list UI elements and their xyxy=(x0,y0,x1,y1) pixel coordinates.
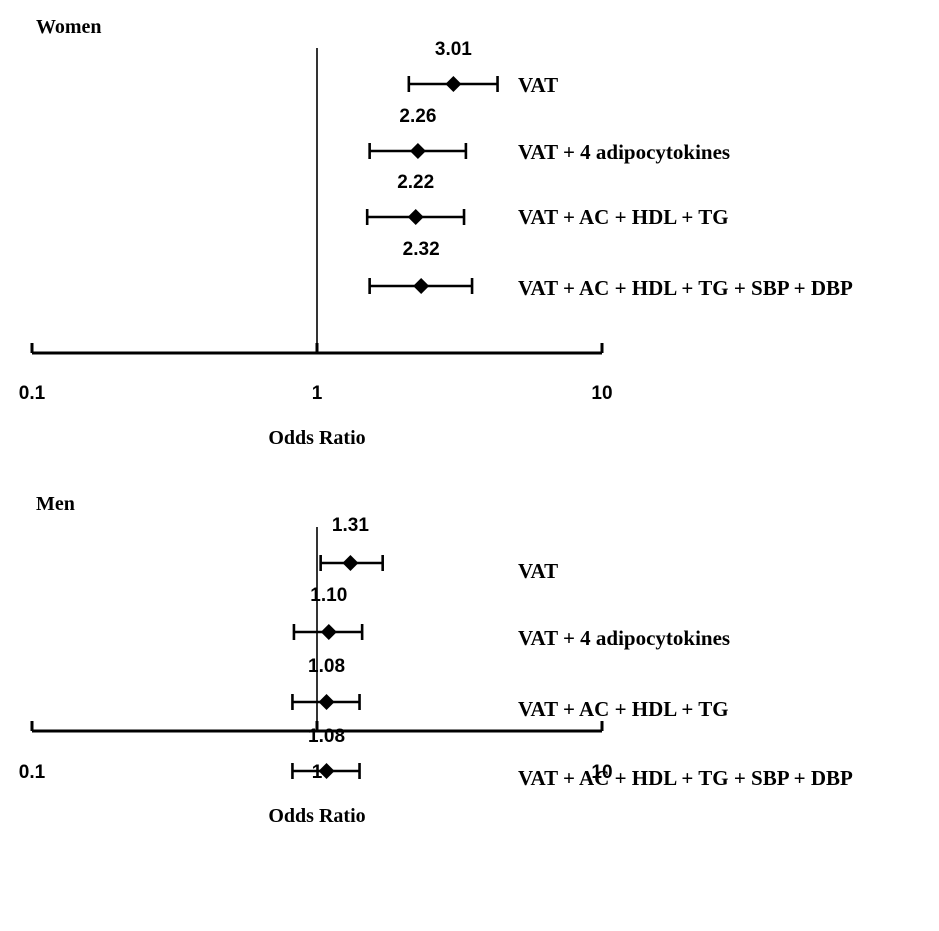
model-label: VAT + 4 adipocytokines xyxy=(518,626,730,650)
x-tick-label: 0.1 xyxy=(19,762,46,783)
panel-title: Women xyxy=(36,16,102,38)
x-tick-label: 1 xyxy=(312,383,323,404)
estimate-row: 2.32 VAT + AC + HDL + TG + SBP + DBP xyxy=(368,239,853,300)
x-axis-title: Odds Ratio xyxy=(268,427,365,449)
odds-ratio-value-label: 1.10 xyxy=(310,585,347,606)
estimate-row: 1.08 VAT + AC + HDL + TG + SBP + DBP xyxy=(291,726,853,790)
men-panel: Men 0.1 1 10 1.31 VAT 1.10 VAT + 4 adipocytok… xyxy=(19,493,853,827)
x-axis-ticks: 0.1 1 10 xyxy=(19,343,613,404)
odds-ratio-value-label: 3.01 xyxy=(435,39,472,60)
odds-ratio-value-label: 2.26 xyxy=(399,106,436,127)
model-label: VAT + AC + HDL + TG + SBP + DBP xyxy=(518,766,853,790)
odds-ratio-marker xyxy=(342,555,359,571)
model-label: VAT + AC + HDL + TG + SBP + DBP xyxy=(518,276,853,300)
estimate-rows: 3.01 VAT 2.26 VAT + 4 adipocytokines 2.22 VAT… xyxy=(365,39,853,300)
estimate-row: 1.08 VAT + AC + HDL + TG xyxy=(291,656,729,721)
estimate-row: 2.22 VAT + AC + HDL + TG xyxy=(365,172,729,229)
odds-ratio-marker xyxy=(413,278,430,294)
estimate-rows: 1.31 VAT 1.10 VAT + 4 adipocytokines 1.08 VAT… xyxy=(291,515,853,790)
model-label: VAT + AC + HDL + TG xyxy=(518,205,729,229)
odds-ratio-value-label: 2.32 xyxy=(403,239,440,260)
odds-ratio-value-label: 1.08 xyxy=(308,726,345,747)
panel-title: Men xyxy=(36,493,75,515)
model-label: VAT + 4 adipocytokines xyxy=(518,140,730,164)
odds-ratio-value-label: 2.22 xyxy=(397,172,434,193)
estimate-row: 1.10 VAT + 4 adipocytokines xyxy=(292,585,730,650)
odds-ratio-marker xyxy=(445,76,462,92)
estimate-row: 2.26 VAT + 4 adipocytokines xyxy=(368,106,730,164)
x-axis-ticks: 0.1 1 10 xyxy=(19,721,613,783)
x-tick-label: 10 xyxy=(591,762,612,783)
x-tick-label: 10 xyxy=(591,383,612,404)
x-tick-label: 1 xyxy=(312,762,323,783)
odds-ratio-marker xyxy=(407,209,424,225)
estimate-row: 3.01 VAT xyxy=(407,39,558,97)
odds-ratio-marker xyxy=(409,143,426,159)
odds-ratio-marker xyxy=(320,624,337,640)
odds-ratio-value-label: 1.08 xyxy=(308,656,345,677)
odds-ratio-marker xyxy=(318,694,335,710)
x-axis-title: Odds Ratio xyxy=(268,805,365,827)
model-label: VAT xyxy=(518,559,558,583)
model-label: VAT + AC + HDL + TG xyxy=(518,697,729,721)
odds-ratio-value-label: 1.31 xyxy=(332,515,369,536)
odds-ratio-marker xyxy=(318,763,335,779)
estimate-row: 1.31 VAT xyxy=(319,515,558,583)
women-panel: Women 0.1 1 10 3.01 VAT 2.26 VAT + 4 adipocyt… xyxy=(19,16,853,449)
model-label: VAT xyxy=(518,73,558,97)
x-tick-label: 0.1 xyxy=(19,383,46,404)
